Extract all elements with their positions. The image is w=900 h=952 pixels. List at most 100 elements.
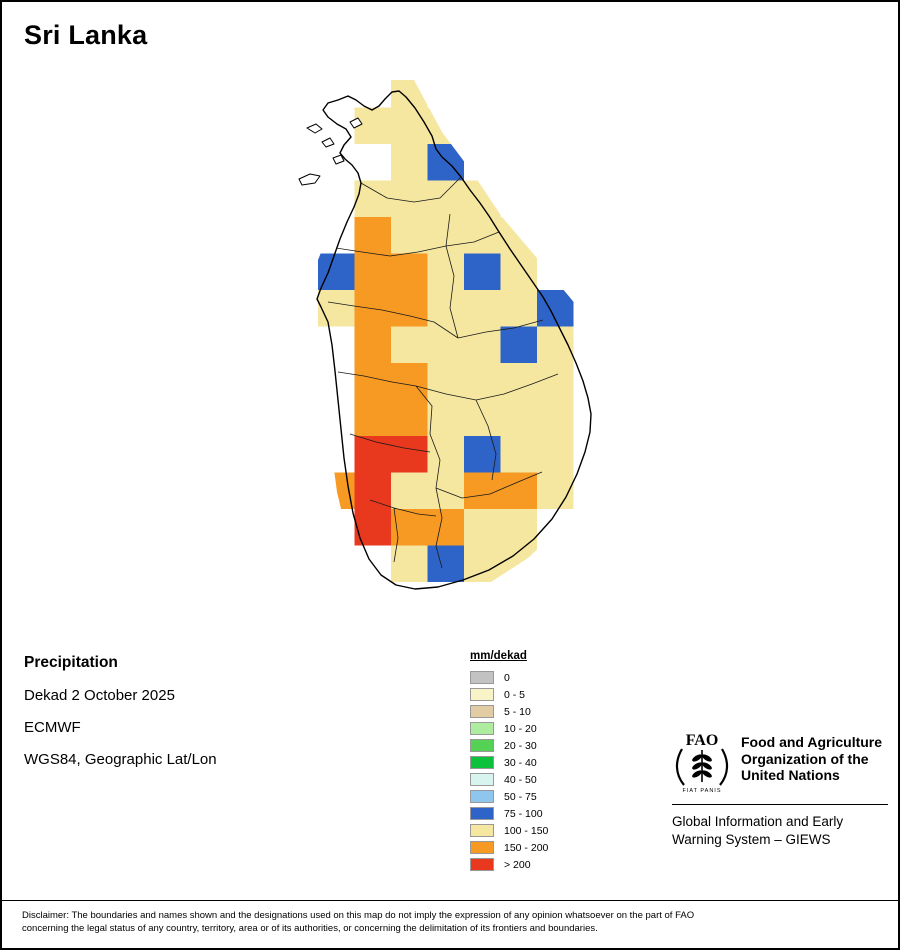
legend-label: 5 - 10 <box>504 705 531 718</box>
legend-swatch <box>470 688 494 701</box>
org-divider <box>672 804 888 805</box>
map-cell <box>391 217 428 254</box>
map-cell <box>354 253 391 290</box>
info-dekad: Dekad 2 October 2025 <box>24 687 175 704</box>
disclaimer: Disclaimer: The boundaries and names sho… <box>2 900 898 935</box>
legend-entry: > 200 <box>470 856 548 873</box>
legend-entry: 0 <box>470 669 548 686</box>
map-cell <box>391 509 428 546</box>
map-cell <box>391 472 428 509</box>
legend-swatch <box>470 807 494 820</box>
legend-entry: 40 - 50 <box>470 771 548 788</box>
map-cell <box>391 290 428 327</box>
map-cell <box>537 363 574 400</box>
map-cell <box>500 509 537 546</box>
legend-label: 0 - 5 <box>504 688 526 701</box>
map-cell <box>500 253 537 290</box>
map-cell <box>391 253 428 290</box>
info-source: ECMWF <box>24 719 81 736</box>
map-cell <box>427 399 464 436</box>
org-block: FAO FIAT PANIS Food and Agriculture Orga… <box>672 730 888 848</box>
map-cell <box>354 217 391 254</box>
legend-label: 50 - 75 <box>504 790 537 803</box>
map-cell <box>464 253 501 290</box>
map-cell <box>500 399 537 436</box>
legend-swatch <box>470 824 494 837</box>
legend-entry: 0 - 5 <box>470 686 548 703</box>
legend-swatch <box>470 841 494 854</box>
legend-title: mm/dekad <box>470 650 527 662</box>
map-cell <box>318 253 355 290</box>
map-cell <box>500 363 537 400</box>
map-cell <box>500 217 537 254</box>
map-cell <box>464 180 501 217</box>
legend-swatch <box>470 705 494 718</box>
info-projection: WGS84, Geographic Lat/Lon <box>24 751 217 768</box>
org-name-line: United Nations <box>741 767 840 783</box>
org-name: Food and Agriculture Organization of the… <box>741 734 882 784</box>
legend-entry: 30 - 40 <box>470 754 548 771</box>
map-cell <box>391 545 428 582</box>
page-title: Sri Lanka <box>24 20 148 50</box>
map-cell <box>464 436 501 473</box>
map-cell <box>354 326 391 363</box>
map-cell <box>500 290 537 327</box>
map-cell <box>464 290 501 327</box>
legend-entry: 50 - 75 <box>470 788 548 805</box>
legend-swatch <box>470 671 494 684</box>
map-cell <box>427 363 464 400</box>
legend: mm/dekad 0 0 - 5 5 - 10 10 - 20 20 - 30 30 - … <box>470 650 548 873</box>
map-cell <box>354 509 391 546</box>
legend-label: 75 - 100 <box>504 807 543 820</box>
offshore-islands <box>298 117 363 186</box>
map-cell <box>427 290 464 327</box>
coastline <box>316 90 592 590</box>
map-cell <box>427 217 464 254</box>
legend-label: 40 - 50 <box>504 773 537 786</box>
map-cell <box>500 472 537 509</box>
map-cell <box>464 545 501 582</box>
disclaimer-line: concerning the legal status of any count… <box>22 923 598 934</box>
map-info-block: Precipitation Dekad 2 October 2025 ECMWF… <box>24 654 217 783</box>
map-cell <box>427 436 464 473</box>
legend-label: > 200 <box>504 858 531 871</box>
legend-label: 150 - 200 <box>504 841 549 854</box>
map-cell <box>354 436 391 473</box>
map-cell <box>464 326 501 363</box>
legend-label: 20 - 30 <box>504 739 537 752</box>
legend-swatch <box>470 790 494 803</box>
map-cell <box>318 290 355 327</box>
legend-label: 30 - 40 <box>504 756 537 769</box>
map-cell <box>391 363 428 400</box>
map-cell <box>354 399 391 436</box>
legend-swatch <box>470 739 494 752</box>
legend-entry: 150 - 200 <box>470 839 548 856</box>
precipitation-raster <box>318 80 574 582</box>
legend-entry: 10 - 20 <box>470 720 548 737</box>
giews-line: Warning System – GIEWS <box>672 831 831 847</box>
fao-logo-icon: FAO FIAT PANIS <box>675 732 729 794</box>
map-cell <box>391 436 428 473</box>
map-cell <box>427 253 464 290</box>
map-cell <box>427 545 464 582</box>
map-cell <box>464 399 501 436</box>
map-cell <box>537 472 574 509</box>
legend-label: 0 <box>504 671 510 684</box>
fao-logo-motto: FIAT PANIS <box>682 788 721 794</box>
giews-caption: Global Information and Early Warning Sys… <box>672 813 888 848</box>
map-cell <box>464 363 501 400</box>
map-cell <box>464 472 501 509</box>
map-cell <box>537 436 574 473</box>
giews-line: Global Information and Early <box>672 814 844 829</box>
legend-swatch <box>470 722 494 735</box>
map-cell <box>427 509 464 546</box>
legend-swatch <box>470 756 494 769</box>
map-cell <box>391 399 428 436</box>
map-cell <box>391 144 428 181</box>
legend-entry: 75 - 100 <box>470 805 548 822</box>
disclaimer-line: Disclaimer: The boundaries and names sho… <box>22 910 695 921</box>
map-cell <box>354 290 391 327</box>
org-name-line: Organization of the <box>741 750 869 767</box>
map-cell <box>500 326 537 363</box>
